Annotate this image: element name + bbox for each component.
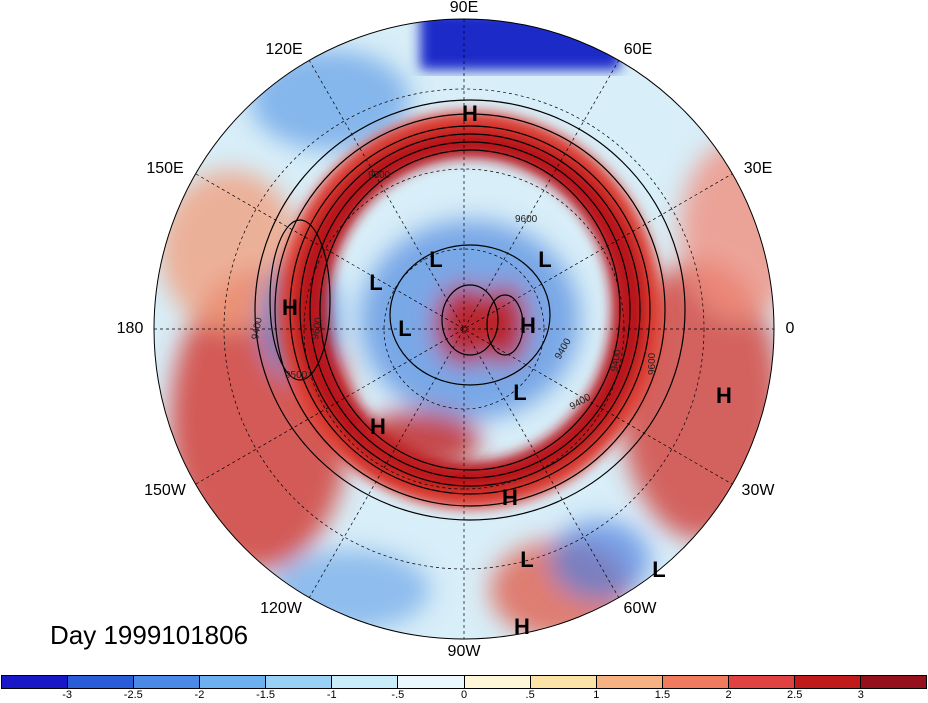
pressure-center-low: L [429, 247, 443, 272]
pressure-center-high: H [282, 295, 298, 320]
colorbar-tick-label: -1.5 [256, 689, 276, 701]
lon-label-120e: 120E [265, 41, 303, 58]
pressure-center-low: L [513, 380, 527, 405]
pressure-center-low: L [652, 557, 666, 582]
colorbar-tick-label: -1 [326, 689, 337, 701]
pressure-center-low: L [538, 247, 552, 272]
pressure-center-high: H [520, 313, 536, 338]
colorbar-swatch [861, 676, 927, 688]
colorbar-swatch [464, 676, 531, 688]
contour-label: 9500 [368, 170, 391, 181]
contour-label: 9600 [647, 352, 658, 375]
graticule [154, 19, 774, 639]
lon-label-120w: 120W [260, 600, 302, 617]
colorbar-swatch [200, 676, 267, 688]
colorbar-swatch [134, 676, 201, 688]
colorbar-swatch [530, 676, 597, 688]
pressure-center-high: H [502, 485, 518, 510]
pressure-center-high: H [514, 614, 530, 639]
colorbar-swatch [266, 676, 333, 688]
contour-label: 9600 [515, 214, 538, 225]
pressure-center-high: H [462, 101, 478, 126]
colorbar-tick-label: 3 [857, 689, 864, 701]
colorbar-tick-label: 1.5 [654, 689, 671, 701]
colorbar-swatch [596, 676, 663, 688]
height-contours [254, 99, 686, 521]
anomaly-field [154, 19, 774, 639]
colorbar-swatch [68, 676, 135, 688]
colorbar-tick-label: -.5 [391, 689, 405, 701]
lon-label-90e: 90E [449, 0, 479, 16]
colorbar [1, 675, 927, 689]
lon-label-60e: 60E [623, 41, 653, 58]
contour-label: 9500 [285, 370, 308, 381]
pressure-center-low: L [398, 316, 412, 341]
lon-label-0: 0 [785, 320, 795, 337]
lon-label-180: 180 [116, 320, 144, 337]
contour-label: 9400 [609, 348, 624, 372]
lon-label-30w: 30W [741, 482, 775, 499]
colorbar-swatch [398, 676, 465, 688]
colorbar-tick-label: -2 [194, 689, 205, 701]
colorbar-tick-label: -3 [62, 689, 73, 701]
colorbar-tick-label: 2.5 [787, 689, 803, 701]
lon-label-60w: 60W [623, 600, 657, 617]
contour-label: 9400 [250, 316, 265, 340]
lon-label-150w: 150W [144, 482, 186, 499]
colorbar-tick-label: 0 [460, 689, 468, 701]
lon-label-30e: 30E [743, 160, 773, 177]
day-label: Day 1999101806 [50, 620, 249, 650]
colorbar-labels: -3 -2.5 -2 -1.5 -1 -.5 0 .5 1 1.5 2 2.5 3 [0, 689, 928, 703]
contour-label: 9600 [310, 316, 325, 340]
pressure-center-high: H [370, 414, 386, 439]
colorbar-swatch [794, 676, 862, 688]
colorbar-swatch [728, 676, 795, 688]
lon-label-150e: 150E [146, 160, 184, 177]
lon-label-90w: 90W [447, 643, 481, 660]
pressure-center-low: L [520, 547, 534, 572]
colorbar-swatch [332, 676, 399, 688]
pressure-center-high: H [716, 383, 732, 408]
colorbar-tick-label: .5 [525, 689, 535, 701]
colorbar-tick-label: -2.5 [123, 689, 143, 701]
colorbar-swatch [662, 676, 729, 688]
map-boundary [153, 18, 775, 640]
colorbar-swatch [2, 676, 69, 688]
pressure-center-low: L [369, 270, 383, 295]
colorbar-tick-label: 1 [593, 689, 600, 701]
colorbar-tick-label: 2 [725, 689, 732, 701]
